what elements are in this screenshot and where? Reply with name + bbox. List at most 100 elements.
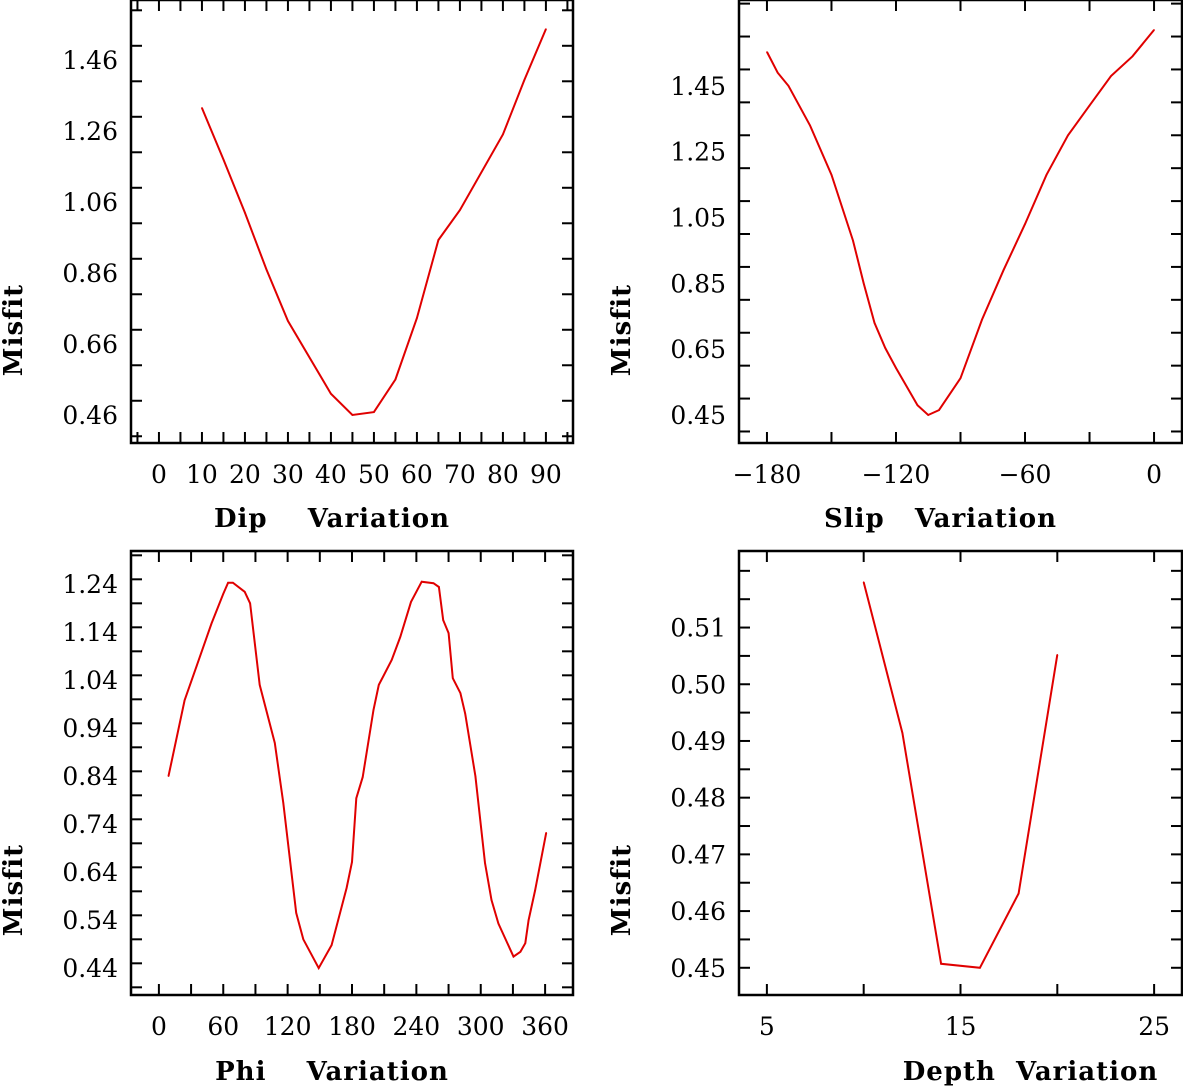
y-tick-label: 0.65 — [670, 335, 726, 364]
y-tick-label: 0.85 — [670, 269, 726, 298]
data-point — [330, 944, 333, 946]
y-tick-label: 1.04 — [62, 666, 118, 695]
x-tick-label: 360 — [521, 1012, 569, 1041]
data-point — [545, 831, 547, 834]
x-tick-label: 70 — [444, 460, 476, 489]
data-point — [355, 797, 358, 799]
x-tick-label: 180 — [328, 1012, 376, 1041]
data-point — [459, 692, 462, 694]
data-point — [830, 173, 833, 176]
data-point — [959, 377, 962, 379]
y-tick-label: 1.14 — [62, 618, 118, 647]
data-point — [265, 268, 268, 271]
data-point — [497, 922, 500, 925]
data-point — [167, 775, 170, 777]
data-point — [938, 409, 940, 411]
y-tick-label: 1.25 — [670, 138, 726, 167]
data-point — [330, 392, 332, 395]
data-point — [523, 79, 526, 81]
data-point — [258, 684, 261, 686]
data-point — [512, 955, 515, 958]
plot-frame — [737, 549, 1183, 997]
data-point — [484, 862, 486, 864]
x-tick-label: 60 — [401, 460, 433, 489]
y-tick-label: 1.06 — [62, 188, 118, 217]
data-point — [766, 51, 768, 53]
x-tick-label: −60 — [999, 460, 1052, 489]
data-point — [447, 632, 450, 634]
x-tick-label: 0 — [151, 1012, 167, 1041]
y-tick-label: 0.45 — [670, 401, 726, 430]
data-point — [884, 347, 887, 349]
y-tick-label: 1.26 — [62, 117, 118, 146]
x-tick-label: 120 — [264, 1012, 312, 1041]
data-point — [399, 636, 402, 638]
data-point — [1088, 104, 1091, 107]
data-point — [378, 684, 380, 686]
data-point — [1002, 269, 1005, 272]
data-point — [273, 742, 276, 744]
data-point — [519, 951, 522, 953]
data-point — [227, 581, 229, 584]
y-tick-label: 0.46 — [670, 897, 726, 926]
y-tick-label: 0.64 — [62, 858, 118, 887]
plot-frame — [129, 0, 575, 445]
data-point — [916, 404, 919, 406]
y-tick-label: 0.44 — [62, 954, 118, 983]
data-point — [287, 320, 289, 322]
misfit-series-line — [200, 28, 547, 417]
y-axis-label: Misfit — [0, 844, 29, 936]
data-point — [222, 158, 225, 161]
x-axis-label: Slip Variation — [824, 504, 1057, 534]
y-tick-label: 0.45 — [670, 954, 726, 983]
y-axis-label: Misfit — [0, 284, 29, 376]
y-tick-label: 0.49 — [670, 727, 726, 756]
data-point — [1024, 223, 1026, 225]
data-point — [979, 966, 981, 969]
x-tick-label: 5 — [759, 1012, 775, 1041]
x-tick-label: 30 — [272, 460, 304, 489]
x-tick-label: 20 — [229, 460, 261, 489]
data-point — [1017, 892, 1020, 895]
x-axis-label: Dip Variation — [214, 504, 450, 534]
data-point — [527, 919, 530, 921]
data-point — [787, 85, 790, 87]
data-point — [442, 619, 444, 621]
data-point — [222, 592, 225, 595]
x-tick-label: 300 — [457, 1012, 505, 1041]
data-point — [372, 709, 375, 711]
data-point — [895, 367, 897, 369]
data-point — [210, 622, 213, 625]
data-point — [901, 732, 904, 734]
data-point — [524, 942, 527, 944]
y-tick-label: 0.48 — [670, 784, 726, 813]
data-point — [394, 378, 397, 381]
x-tick-label: 15 — [945, 1012, 977, 1041]
x-tick-label: 10 — [186, 460, 218, 489]
x-tick-label: 0 — [1146, 460, 1162, 489]
data-point — [410, 601, 412, 603]
x-axis-label: Depth Variation — [903, 1057, 1158, 1086]
y-tick-label: 0.86 — [62, 259, 118, 288]
data-point — [534, 889, 536, 892]
data-point — [243, 591, 246, 593]
data-point — [361, 776, 364, 778]
y-tick-label: 0.47 — [670, 840, 726, 869]
data-point — [464, 712, 466, 715]
data-point — [776, 71, 779, 74]
x-tick-label: 90 — [530, 460, 562, 489]
plot-frame — [129, 549, 575, 997]
data-point — [862, 282, 865, 285]
data-point — [459, 209, 461, 211]
data-point — [437, 239, 440, 241]
data-point — [282, 802, 285, 804]
x-tick-label: −120 — [862, 460, 931, 489]
data-point — [195, 665, 198, 668]
data-point — [981, 318, 983, 321]
x-tick-label: 60 — [207, 1012, 239, 1041]
data-point — [317, 967, 320, 969]
data-point — [545, 28, 547, 30]
misfit-series-line — [862, 581, 1059, 969]
data-point — [862, 581, 865, 583]
